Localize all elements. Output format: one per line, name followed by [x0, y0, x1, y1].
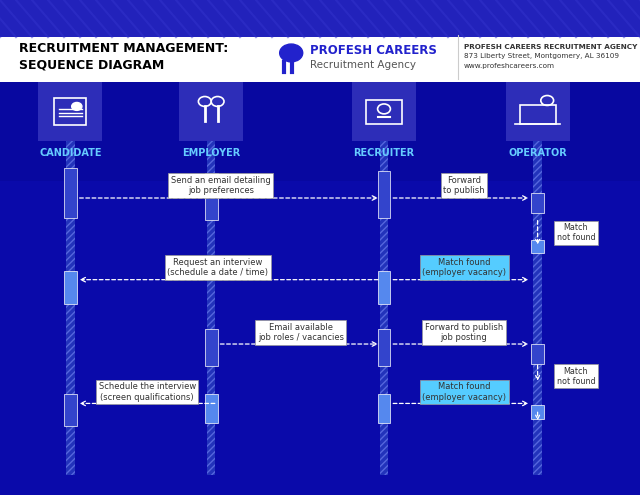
- Text: 873 Liberty Street, Montgomery, AL 36109: 873 Liberty Street, Montgomery, AL 36109: [464, 53, 619, 59]
- FancyBboxPatch shape: [531, 240, 544, 253]
- Text: www.profeshcareers.com: www.profeshcareers.com: [464, 63, 555, 69]
- Text: Request an interview
(schedule a date / time): Request an interview (schedule a date / …: [167, 257, 268, 277]
- Text: Email available
job roles / vacancies: Email available job roles / vacancies: [258, 323, 344, 343]
- Text: SEQUENCE DIAGRAM: SEQUENCE DIAGRAM: [19, 58, 164, 71]
- FancyBboxPatch shape: [531, 405, 544, 419]
- FancyBboxPatch shape: [531, 344, 544, 364]
- FancyBboxPatch shape: [205, 329, 218, 366]
- FancyBboxPatch shape: [506, 82, 570, 141]
- Text: Match
not found: Match not found: [557, 223, 595, 243]
- FancyBboxPatch shape: [534, 141, 541, 475]
- FancyBboxPatch shape: [38, 82, 102, 141]
- FancyBboxPatch shape: [352, 82, 416, 141]
- Text: PROFESH CAREERS: PROFESH CAREERS: [310, 44, 437, 56]
- Text: Match found
(employer vacancy): Match found (employer vacancy): [422, 257, 506, 277]
- Text: Forward
to publish: Forward to publish: [443, 176, 485, 196]
- FancyBboxPatch shape: [378, 329, 390, 366]
- Text: Match
not found: Match not found: [557, 366, 595, 386]
- FancyBboxPatch shape: [205, 394, 218, 423]
- Text: RECRUITMENT MANAGEMENT:: RECRUITMENT MANAGEMENT:: [19, 42, 228, 55]
- FancyBboxPatch shape: [0, 0, 640, 37]
- Text: Schedule the interview
(screen qualifications): Schedule the interview (screen qualifica…: [99, 382, 196, 402]
- FancyBboxPatch shape: [0, 82, 640, 181]
- Text: Send an email detailing
job preferences: Send an email detailing job preferences: [171, 176, 271, 196]
- Text: Recruitment Agency: Recruitment Agency: [310, 60, 417, 70]
- FancyBboxPatch shape: [67, 141, 74, 475]
- Text: CANDIDATE: CANDIDATE: [39, 148, 102, 158]
- FancyBboxPatch shape: [378, 394, 390, 423]
- FancyBboxPatch shape: [378, 171, 390, 218]
- FancyBboxPatch shape: [205, 173, 218, 220]
- FancyBboxPatch shape: [0, 0, 640, 82]
- Text: EMPLOYER: EMPLOYER: [182, 148, 241, 158]
- FancyBboxPatch shape: [380, 141, 388, 475]
- Text: Match found
(employer vacancy): Match found (employer vacancy): [422, 382, 506, 402]
- FancyBboxPatch shape: [531, 193, 544, 213]
- FancyBboxPatch shape: [378, 271, 390, 304]
- Text: OPERATOR: OPERATOR: [508, 148, 567, 158]
- Circle shape: [72, 102, 82, 110]
- Text: RECRUITER: RECRUITER: [353, 148, 415, 158]
- Text: PROFESH CAREERS RECRUITMENT AGENCY: PROFESH CAREERS RECRUITMENT AGENCY: [464, 44, 637, 50]
- FancyBboxPatch shape: [64, 394, 77, 426]
- Circle shape: [280, 44, 303, 62]
- Text: Forward to publish
job posting: Forward to publish job posting: [425, 323, 503, 343]
- FancyBboxPatch shape: [64, 168, 77, 218]
- FancyBboxPatch shape: [64, 271, 77, 304]
- FancyBboxPatch shape: [179, 82, 243, 141]
- FancyBboxPatch shape: [207, 141, 215, 475]
